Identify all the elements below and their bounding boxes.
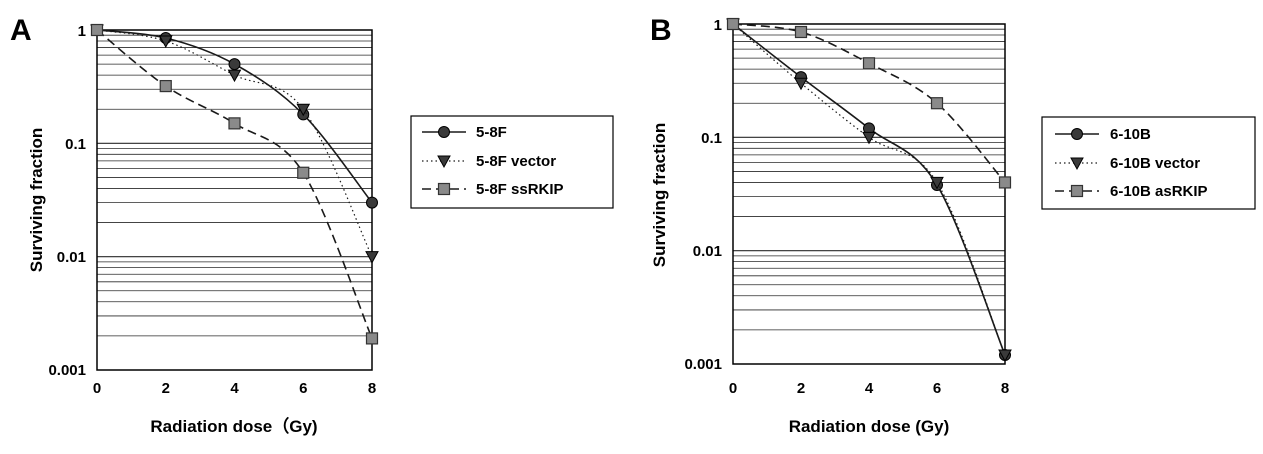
data-point <box>365 251 379 264</box>
chart-panel-b: B 0.001 0.01 0.1 1 0 2 4 6 8 Radiation d… <box>650 14 1256 436</box>
panel-letter-a: A <box>10 14 32 47</box>
data-point <box>794 25 808 39</box>
x-tick-label: 8 <box>1001 380 1009 397</box>
data-point <box>365 332 379 345</box>
series-line <box>732 23 1006 356</box>
series-b <box>726 17 1012 363</box>
y-tick-label: 0.01 <box>57 249 86 266</box>
chart-panel-a: A 0.001 0.01 0.1 1 0 2 4 6 8 Radiation d… <box>10 14 614 436</box>
x-ticks-a: 0 2 4 6 8 <box>93 380 376 397</box>
data-point <box>726 17 740 31</box>
series-line <box>96 29 373 204</box>
legend-marker <box>438 126 450 138</box>
data-point <box>159 79 172 93</box>
legend-label: 6-10B asRKIP <box>1110 183 1208 200</box>
panel-letter-b: B <box>650 14 672 47</box>
legend-label: 5-8F <box>476 124 507 141</box>
legend-marker <box>437 182 451 196</box>
x-axis-label-b: Radiation dose (Gy) <box>789 417 950 436</box>
legend-marker <box>1070 184 1084 198</box>
legend-label: 5-8F vector <box>476 153 556 170</box>
data-point <box>90 23 104 37</box>
data-point <box>297 166 310 179</box>
legend-label: 5-8F ssRKIP <box>476 181 564 198</box>
legend-a: 5-8F 5-8F vector 5-8F ssRKIP <box>410 115 614 209</box>
legend-label: 6-10B vector <box>1110 155 1200 172</box>
data-point <box>862 131 876 145</box>
data-point <box>158 35 173 49</box>
data-point <box>930 97 944 110</box>
x-axis-label-a: Radiation dose（Gy) <box>150 416 317 436</box>
y-ticks-a: 0.001 0.01 0.1 1 <box>48 23 86 379</box>
legend-marker <box>1071 128 1083 140</box>
x-ticks-b: 0 2 4 6 8 <box>729 380 1009 397</box>
data-point <box>998 176 1012 189</box>
y-tick-label: 0.1 <box>701 130 722 147</box>
series-a <box>90 23 379 345</box>
x-tick-label: 0 <box>729 380 737 397</box>
y-axis-label-b: Surviving fraction <box>650 123 669 268</box>
data-point <box>296 103 311 117</box>
legend-marker <box>437 155 451 169</box>
data-point <box>228 117 241 130</box>
y-tick-label: 0.01 <box>693 243 722 260</box>
x-tick-label: 8 <box>368 380 376 397</box>
y-tick-label: 1 <box>714 17 722 34</box>
grid-a <box>97 34 372 371</box>
y-tick-label: 0.1 <box>65 136 86 153</box>
y-axis-label-a: Surviving fraction <box>27 128 46 273</box>
data-point <box>228 58 241 71</box>
y-tick-label: 0.001 <box>48 362 86 379</box>
grid-b <box>733 28 1005 365</box>
x-tick-label: 4 <box>865 380 874 397</box>
x-tick-label: 4 <box>230 380 239 397</box>
legend-marker <box>1070 157 1084 171</box>
data-point <box>227 69 242 83</box>
x-tick-label: 6 <box>933 380 941 397</box>
plot-frame-b <box>732 23 1006 365</box>
data-point <box>862 57 876 70</box>
x-tick-label: 0 <box>93 380 101 397</box>
series-line <box>732 23 1006 356</box>
data-point <box>794 77 808 91</box>
legend-label: 6-10B <box>1110 126 1151 143</box>
series-line <box>96 29 373 257</box>
y-ticks-b: 0.001 0.01 0.1 1 <box>684 17 722 373</box>
y-tick-label: 1 <box>78 23 86 40</box>
y-tick-label: 0.001 <box>684 356 722 373</box>
series-line <box>96 29 373 339</box>
x-tick-label: 6 <box>299 380 307 397</box>
legend-b: 6-10B 6-10B vector 6-10B asRKIP <box>1041 116 1256 210</box>
data-point <box>366 196 378 209</box>
data-point <box>998 349 1012 363</box>
x-tick-label: 2 <box>797 380 805 397</box>
x-tick-label: 2 <box>162 380 170 397</box>
data-point <box>930 176 944 190</box>
